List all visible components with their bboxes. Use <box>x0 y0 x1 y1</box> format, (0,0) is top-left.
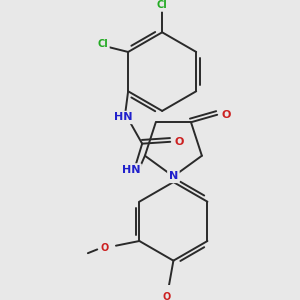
Text: Cl: Cl <box>157 0 167 10</box>
Text: HN: HN <box>122 165 140 175</box>
Text: O: O <box>100 243 109 253</box>
Text: O: O <box>175 137 184 147</box>
Text: HN: HN <box>114 112 133 122</box>
Text: O: O <box>222 110 231 120</box>
Text: N: N <box>169 171 178 182</box>
Text: Cl: Cl <box>98 40 108 50</box>
Text: O: O <box>163 292 171 300</box>
